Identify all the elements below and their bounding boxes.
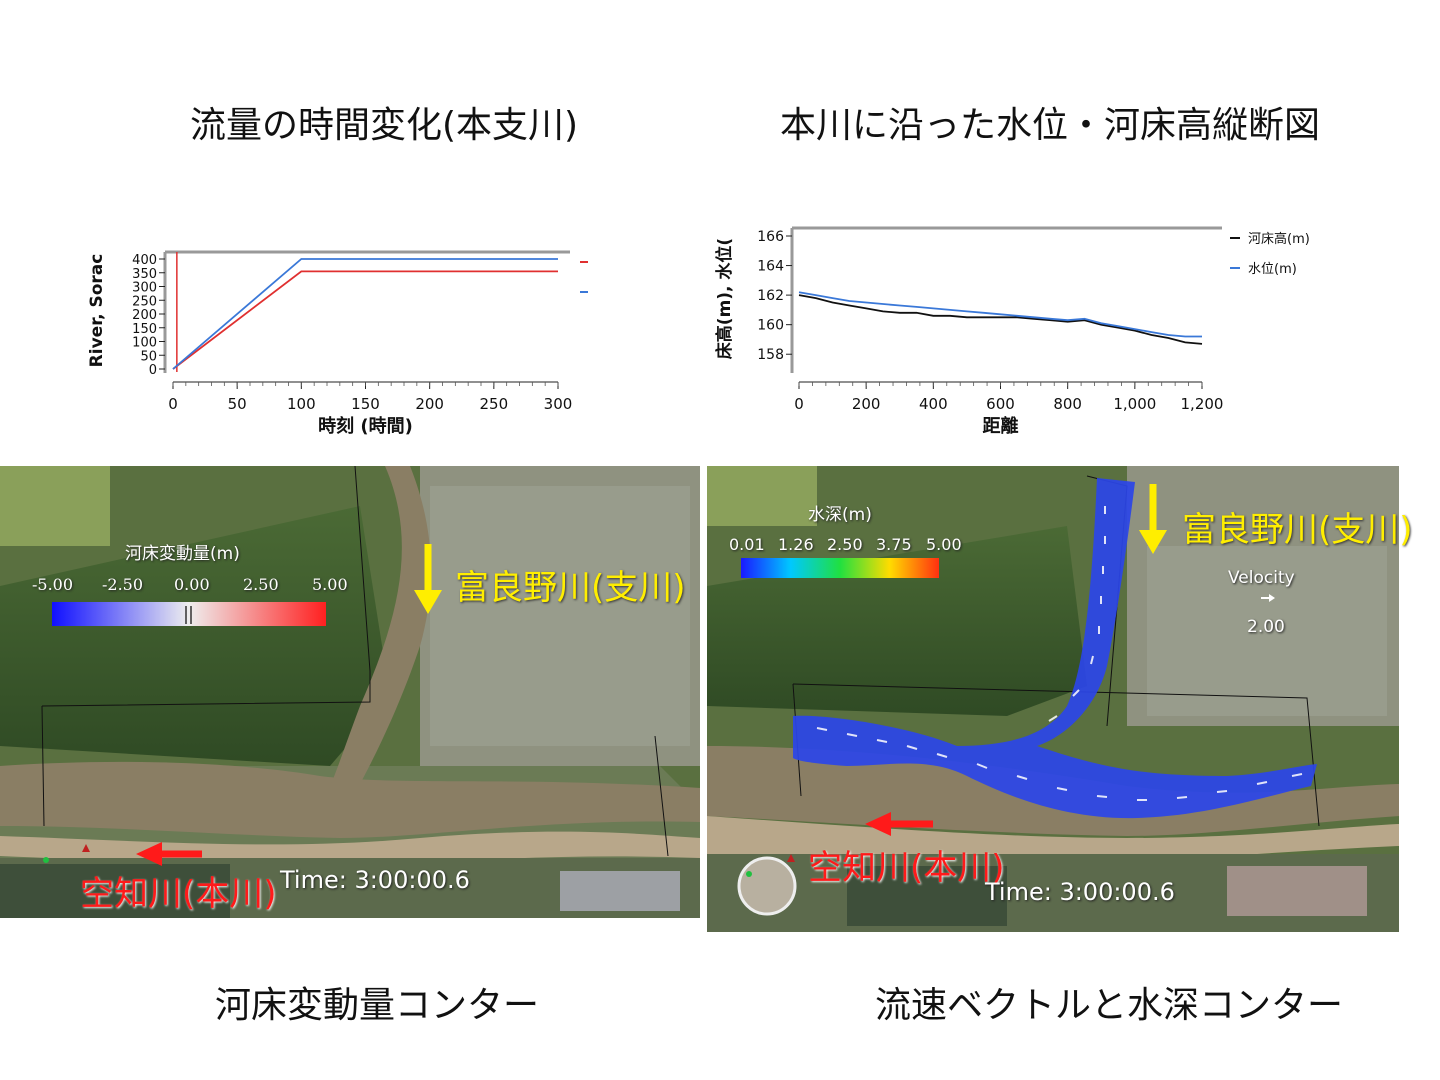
chart2-x-axis-title: 距離 xyxy=(983,415,1019,437)
water-depth-tick-2: 1.26 xyxy=(778,535,814,554)
water-depth-colorbar xyxy=(741,558,939,578)
bed-change-legend-title: 河床変動量(m) xyxy=(125,544,240,564)
discharge-chart: 0 50 100 150 200 250 3000501001502002503003504… xyxy=(88,250,588,437)
chart2-x-tick-label-4: 800 xyxy=(1053,395,1082,413)
chart1-x-tick-label-0: 0 xyxy=(168,395,178,413)
chart1-series-line-1 xyxy=(172,258,558,370)
chart2-y-axis-title: 床高(m), 水位( xyxy=(714,238,735,359)
water-depth-tick-1: 0.01 xyxy=(729,535,765,554)
chart2-x-tick-label-2: 400 xyxy=(919,395,948,413)
chart1-y-tick-label-6: 300 xyxy=(132,281,157,296)
chart2-y-tick-label-1: 160 xyxy=(757,318,784,334)
chart1-x-tick-label-4: 200 xyxy=(415,395,444,413)
bed-change-tick-3: 0.00 xyxy=(174,575,210,594)
water-depth-tick-4: 3.75 xyxy=(876,535,912,554)
chart1-y-tick-label-5: 250 xyxy=(132,294,157,309)
main-river-label-right: 空知川(本川) xyxy=(808,848,1005,888)
map-bed-change xyxy=(0,466,700,918)
chart-title-longitudinal-profile: 本川に沿った水位・河床高縦断図 xyxy=(780,105,1321,146)
chart2-series-line-0 xyxy=(798,294,1203,345)
chart2-y-tick-label-3: 164 xyxy=(757,259,784,275)
chart2-series-line-1 xyxy=(798,291,1202,338)
bed-change-tick-4: 2.50 xyxy=(243,575,279,594)
caption-velocity-depth-contour: 流速ベクトルと水深コンター xyxy=(875,985,1344,1026)
chart1-y-tick-label-4: 200 xyxy=(132,308,157,323)
chart2-legend-label-1: 水位(m) xyxy=(1248,262,1297,277)
tributary-label-right: 富良野川(支川) xyxy=(1182,510,1413,550)
chart2-x-tick-label-0: 0 xyxy=(794,395,804,413)
water-depth-tick-5: 5.00 xyxy=(926,535,962,554)
chart1-y-tick-label-8: 400 xyxy=(132,253,157,268)
chart2-legend-label-0: 河床高(m) xyxy=(1248,231,1310,247)
chart1-x-tick-label-6: 300 xyxy=(544,395,573,413)
chart1-y-tick-label-2: 100 xyxy=(132,336,157,351)
tributary-label-left: 富良野川(支川) xyxy=(455,568,686,608)
chart2-x-tick-label-6: 1,200 xyxy=(1181,395,1224,413)
velocity-legend-title: Velocity xyxy=(1228,568,1295,588)
bed-change-tick-2: -2.50 xyxy=(102,575,144,594)
water-depth-area xyxy=(793,478,1317,819)
time-label-left: Time: 3:00:00.6 xyxy=(280,866,470,894)
caption-bed-change-contour: 河床変動量コンター xyxy=(215,985,540,1026)
longitudinal-profile-chart: 0 200 400 600 800 1,000 1,200 158 160 162 164 166 距離… xyxy=(714,226,1310,437)
chart1-y-tick-label-3: 150 xyxy=(132,322,157,337)
chart1-x-axis-title: 時刻 (時間) xyxy=(318,415,413,437)
bed-change-tick-1: -5.00 xyxy=(32,575,74,594)
chart2-x-tick-label-1: 200 xyxy=(852,395,881,413)
main-river-label-left: 空知川(本川) xyxy=(80,874,277,914)
water-depth-legend-title: 水深(m) xyxy=(808,505,872,525)
map-velocity-depth xyxy=(707,466,1399,932)
chart1-y-axis-title: River, Sorac xyxy=(88,254,107,368)
chart1-x-tick-label-3: 150 xyxy=(351,395,380,413)
chart1-x-tick-label-1: 50 xyxy=(228,395,247,413)
bed-change-colorbar xyxy=(52,602,326,626)
chart2-x-tick-label-3: 600 xyxy=(986,395,1015,413)
chart2-y-tick-label-0: 158 xyxy=(757,347,784,363)
chart1-y-tick-label-1: 50 xyxy=(140,349,157,364)
chart2-y-tick-label-4: 166 xyxy=(757,229,784,245)
chart1-y-tick-label-7: 350 xyxy=(132,267,157,282)
bed-change-tick-5: 5.00 xyxy=(312,575,348,594)
chart2-x-tick-label-5: 1,000 xyxy=(1113,395,1156,413)
velocity-legend-value: 2.00 xyxy=(1247,617,1285,637)
chart1-series-line-0 xyxy=(172,270,558,370)
time-label-right: Time: 3:00:00.6 xyxy=(985,878,1175,906)
water-depth-tick-3: 2.50 xyxy=(827,535,863,554)
chart-title-discharge: 流量の時間変化(本支川) xyxy=(190,105,579,146)
chart1-x-tick-label-2: 100 xyxy=(287,395,316,413)
chart2-y-tick-label-2: 162 xyxy=(757,288,784,304)
chart1-x-tick-label-5: 250 xyxy=(480,395,509,413)
chart1-y-tick-label-0: 0 xyxy=(149,363,157,378)
